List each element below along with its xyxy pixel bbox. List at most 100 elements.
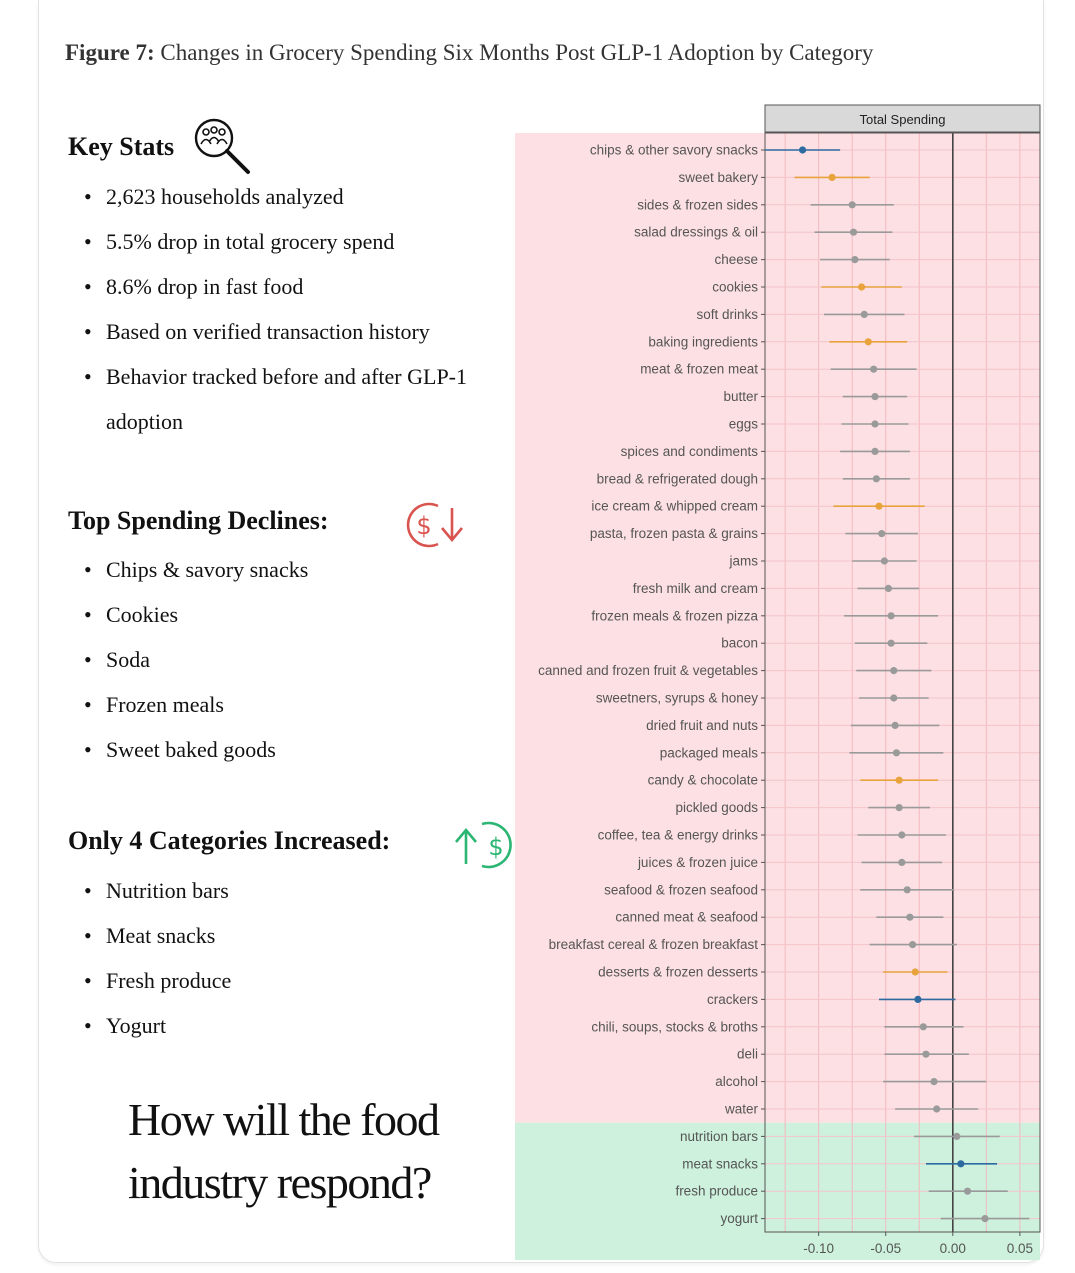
- list-item: Fresh produce: [84, 958, 514, 1003]
- estimate-point: [890, 694, 898, 702]
- category-label: sweet bakery: [678, 170, 758, 185]
- estimate-point: [919, 1023, 927, 1031]
- estimate-point: [871, 393, 879, 401]
- estimate-point: [871, 447, 879, 455]
- category-label: dried fruit and nuts: [646, 718, 758, 733]
- x-tick-label: 0.05: [1007, 1241, 1033, 1256]
- estimate-point: [963, 1187, 972, 1195]
- estimate-point: [891, 721, 899, 730]
- estimate-point: [828, 173, 836, 181]
- estimate-point: [906, 913, 914, 921]
- estimate-point: [903, 886, 911, 894]
- category-label: frozen meals & frozen pizza: [591, 608, 758, 623]
- x-tick-label: -0.05: [870, 1241, 901, 1256]
- estimate-point: [898, 831, 906, 839]
- estimate-point: [922, 1050, 930, 1058]
- list-item: Sweet baked goods: [84, 727, 514, 772]
- estimate-point: [864, 338, 872, 346]
- estimate-point: [798, 146, 807, 154]
- estimate-point: [857, 283, 866, 291]
- estimate-point: [871, 420, 879, 428]
- category-label: desserts & frozen desserts: [598, 965, 758, 980]
- category-label: nutrition bars: [680, 1129, 758, 1144]
- category-label: baking ingredients: [648, 334, 758, 349]
- estimate-point: [895, 776, 903, 784]
- category-label: pasta, frozen pasta & grains: [590, 526, 758, 541]
- category-label: cookies: [712, 280, 758, 295]
- key-stats-list: 2,623 households analyzed 5.5% drop in t…: [84, 174, 514, 444]
- estimate-point: [914, 995, 922, 1004]
- category-label: candy & chocolate: [648, 773, 758, 788]
- increases-heading: Only 4 Categories Increased:: [68, 826, 391, 855]
- category-label: soft drinks: [696, 307, 758, 322]
- estimate-point: [870, 365, 878, 373]
- category-label: fresh produce: [675, 1184, 758, 1199]
- category-label: chili, soups, stocks & broths: [591, 1019, 758, 1034]
- list-item: 5.5% drop in total grocery spend: [84, 219, 514, 264]
- decline-region: [515, 133, 1040, 1123]
- category-label: meat snacks: [682, 1156, 758, 1171]
- list-item: Frozen meals: [84, 682, 514, 727]
- x-tick-label: -0.10: [803, 1241, 834, 1256]
- increases-list: Nutrition bars Meat snacks Fresh produce…: [84, 868, 514, 1048]
- estimate-point: [875, 502, 883, 510]
- category-label: salad dressings & oil: [634, 225, 758, 240]
- closing-question: How will the food industry respond?: [128, 1094, 440, 1208]
- dollar-up-icon: $: [455, 821, 512, 869]
- category-label: meat & frozen meat: [640, 362, 758, 377]
- estimate-point: [860, 310, 868, 318]
- category-label: butter: [723, 389, 758, 404]
- estimate-point: [851, 256, 859, 264]
- estimate-point: [908, 941, 917, 949]
- category-label: crackers: [707, 992, 758, 1007]
- estimate-point: [872, 475, 880, 483]
- panel-border: [764, 132, 1041, 1233]
- estimate-point: [933, 1105, 941, 1113]
- figure-title-text: Changes in Grocery Spending Six Months P…: [160, 40, 874, 65]
- category-label: fresh milk and cream: [633, 581, 758, 596]
- category-label: spices and condiments: [621, 444, 759, 459]
- category-label: canned meat & seafood: [615, 910, 758, 925]
- estimate-point: [880, 557, 888, 565]
- list-item: Nutrition bars: [84, 868, 514, 913]
- estimate-point: [890, 667, 898, 675]
- category-label: eggs: [729, 417, 759, 432]
- estimate-point: [953, 1132, 961, 1140]
- estimate-point: [911, 968, 919, 976]
- declines-list: Chips & savory snacks Cookies Soda Froze…: [84, 547, 514, 772]
- category-label: seafood & frozen seafood: [604, 882, 758, 897]
- panel-header: [764, 104, 1041, 133]
- category-label: sweetners, syrups & honey: [596, 691, 758, 706]
- estimate-point: [848, 201, 856, 209]
- category-label: alcohol: [715, 1074, 758, 1089]
- list-item: Yogurt: [84, 1003, 514, 1048]
- category-label: bacon: [721, 636, 758, 651]
- estimate-point: [887, 612, 895, 620]
- list-item: 8.6% drop in fast food: [84, 264, 514, 309]
- category-label: deli: [737, 1047, 758, 1062]
- category-label: chips & other savory snacks: [590, 143, 758, 158]
- list-item: Based on verified transaction history: [84, 309, 514, 354]
- category-label: juices & frozen juice: [637, 855, 758, 870]
- figure-title: Figure 7: Changes in Grocery Spending Si…: [65, 40, 873, 66]
- declines-heading: Top Spending Declines:: [68, 506, 329, 535]
- list-item: 2,623 households analyzed: [84, 174, 514, 219]
- panel-title: Total Spending: [859, 112, 945, 127]
- search-people-icon: [194, 118, 250, 174]
- estimate-point: [884, 584, 893, 593]
- list-item: Soda: [84, 637, 514, 682]
- list-item: Cookies: [84, 592, 514, 637]
- estimate-point: [898, 858, 906, 867]
- estimate-point: [849, 228, 858, 236]
- category-label: breakfast cereal & frozen breakfast: [549, 937, 759, 952]
- estimate-point: [957, 1160, 965, 1168]
- category-label: coffee, tea & energy drinks: [598, 828, 759, 843]
- figure-label: Figure 7:: [65, 40, 155, 65]
- category-label: jams: [728, 554, 758, 569]
- category-label: yogurt: [720, 1211, 758, 1226]
- category-label: sides & frozen sides: [637, 197, 758, 212]
- category-label: ice cream & whipped cream: [591, 499, 758, 514]
- estimate-point: [895, 804, 903, 812]
- category-label: bread & refrigerated dough: [597, 471, 758, 486]
